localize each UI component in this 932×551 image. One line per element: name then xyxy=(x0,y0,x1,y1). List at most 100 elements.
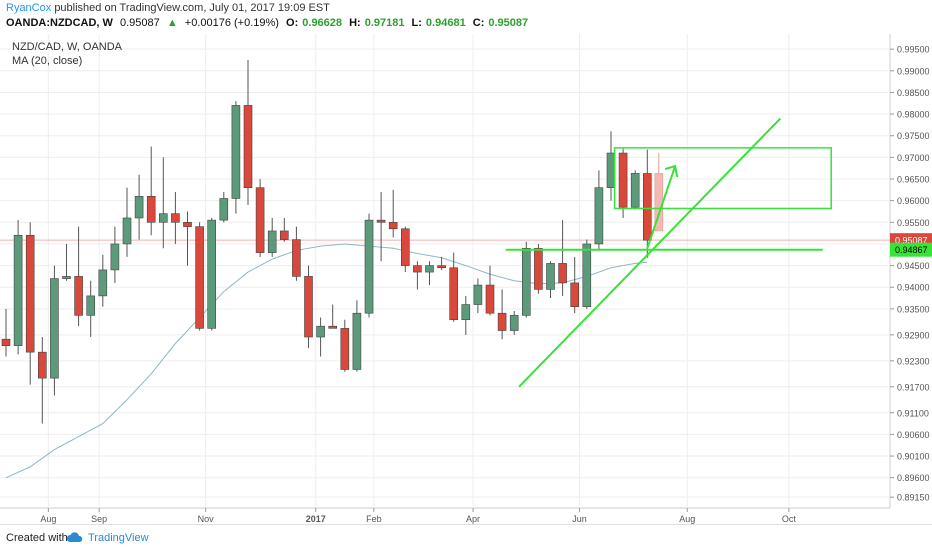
forecast-arrow-head xyxy=(664,164,679,178)
time-tick-label: 2017 xyxy=(306,514,326,524)
close-value: 0.95087 xyxy=(488,17,529,29)
candle-body xyxy=(618,152,628,208)
candle-body xyxy=(183,222,192,227)
price-tick-label: 0.91100 xyxy=(897,408,929,418)
time-tick-label: Aug xyxy=(679,514,695,524)
price-chart[interactable]: 0.99500 0.99000 0.98500 0.98000 0.97500 0.970… xyxy=(0,34,932,524)
header-bar: RyanCox published on TradingView.com, Ju… xyxy=(0,0,932,34)
change-value: +0.00176 (+0.19%) xyxy=(184,17,279,29)
candle-body xyxy=(461,304,471,320)
candle-body xyxy=(558,263,567,284)
target-box xyxy=(613,147,832,210)
candle-body xyxy=(376,219,386,223)
price-tick-label: 0.93500 xyxy=(897,304,930,314)
candle-body xyxy=(86,295,95,316)
candle-body xyxy=(219,198,229,221)
price-tick-label: 0.96000 xyxy=(897,196,930,206)
candle-body xyxy=(25,234,35,353)
candle-body xyxy=(13,234,23,346)
low-label: L: xyxy=(411,17,422,29)
candle-body xyxy=(485,284,495,314)
published-text: published on TradingView.com, July 01, 2… xyxy=(54,2,330,14)
created-with-text: Created with xyxy=(6,532,68,544)
candle-body xyxy=(606,152,616,188)
candle-body xyxy=(509,315,519,331)
price-tick-label: 0.98000 xyxy=(897,110,930,120)
price-tick-label: 0.96500 xyxy=(897,175,930,185)
price-tick-label: 0.99000 xyxy=(897,66,930,76)
candle-body xyxy=(534,247,543,290)
author-link[interactable]: RyanCox xyxy=(6,2,52,14)
candle-body xyxy=(279,230,289,240)
candle-body xyxy=(267,230,277,253)
time-tick-label: Nov xyxy=(198,514,215,524)
candle-body xyxy=(630,173,640,208)
time-tick-label: Jun xyxy=(572,514,587,524)
candle-body xyxy=(110,243,120,271)
support-price-label: 0.94867 xyxy=(895,245,928,255)
candle-body xyxy=(473,284,483,305)
price-tick-label: 0.89600 xyxy=(897,473,930,483)
uptrend-line xyxy=(518,117,782,388)
time-tick-label: Feb xyxy=(366,514,382,524)
price-tick-label: 0.99500 xyxy=(897,45,930,55)
candle-body xyxy=(98,269,108,297)
price-tick-label: 0.97500 xyxy=(897,131,930,141)
price-axis-area xyxy=(890,34,932,508)
change-up-icon: ▲ xyxy=(166,17,178,29)
time-tick-label: Sep xyxy=(91,514,107,524)
candle-body xyxy=(1,338,11,346)
price-tick-label: 0.89150 xyxy=(897,493,930,503)
tradingview-cloud-icon[interactable] xyxy=(66,531,84,545)
candle-body xyxy=(231,105,241,199)
quote-line: OANDA:NZDCAD, W 0.95087 ▲ +0.00176 (+0.1… xyxy=(6,17,532,29)
price-tick-label: 0.90100 xyxy=(897,452,930,462)
candle-body xyxy=(37,351,47,379)
candle-body xyxy=(364,219,374,314)
candle-body xyxy=(388,222,398,230)
symbol-label: OANDA:NZDCAD, W xyxy=(6,17,113,29)
candle-body xyxy=(159,213,168,223)
time-tick-label: Aug xyxy=(40,514,56,524)
candle-body xyxy=(50,278,59,379)
candle-body xyxy=(195,226,204,329)
price-tick-label: 0.94500 xyxy=(897,261,930,271)
candle-body xyxy=(146,196,156,223)
candle-body xyxy=(521,247,531,316)
price-tick-label: 0.91700 xyxy=(897,382,930,392)
candle-body xyxy=(352,312,362,370)
current-price-label: 0.95087 xyxy=(895,236,928,246)
candle-body xyxy=(449,267,459,320)
price-tick-label: 0.95500 xyxy=(897,218,930,228)
candle-body xyxy=(304,276,313,338)
candle-body xyxy=(292,239,301,277)
time-tick-label: Apr xyxy=(466,514,480,524)
candle-body xyxy=(582,243,592,308)
high-label: H: xyxy=(349,17,361,29)
candle-body xyxy=(207,219,216,329)
price-tick-label: 0.94000 xyxy=(897,283,930,293)
low-value: 0.94681 xyxy=(425,17,466,29)
candle-body xyxy=(340,328,350,370)
candle-body xyxy=(243,105,253,188)
candle-body xyxy=(134,196,144,219)
tradingview-brand-link[interactable]: TradingView xyxy=(88,532,149,544)
candle-body xyxy=(328,325,338,329)
high-value: 0.97181 xyxy=(364,17,405,29)
candle-body xyxy=(570,282,580,308)
price-tick-label: 0.92900 xyxy=(897,330,930,340)
candle-body xyxy=(546,263,555,290)
support-price-tag xyxy=(890,242,932,257)
open-value: 0.96628 xyxy=(302,17,343,29)
price-tick-label: 0.98500 xyxy=(897,88,930,98)
price-tick-label: 0.92300 xyxy=(897,356,930,366)
time-tick-label: Oct xyxy=(782,514,797,524)
candle-body xyxy=(400,228,410,266)
price-tick-label: 0.97000 xyxy=(897,153,930,163)
candle-body xyxy=(74,276,83,316)
last-price: 0.95087 xyxy=(120,17,160,29)
chart-legend: NZD/CAD, W, OANDA MA (20, close) xyxy=(12,40,122,68)
footer-bar: Created with TradingView xyxy=(0,524,932,551)
forecast-arrow-shaft xyxy=(646,165,677,249)
candle-body xyxy=(594,187,604,245)
